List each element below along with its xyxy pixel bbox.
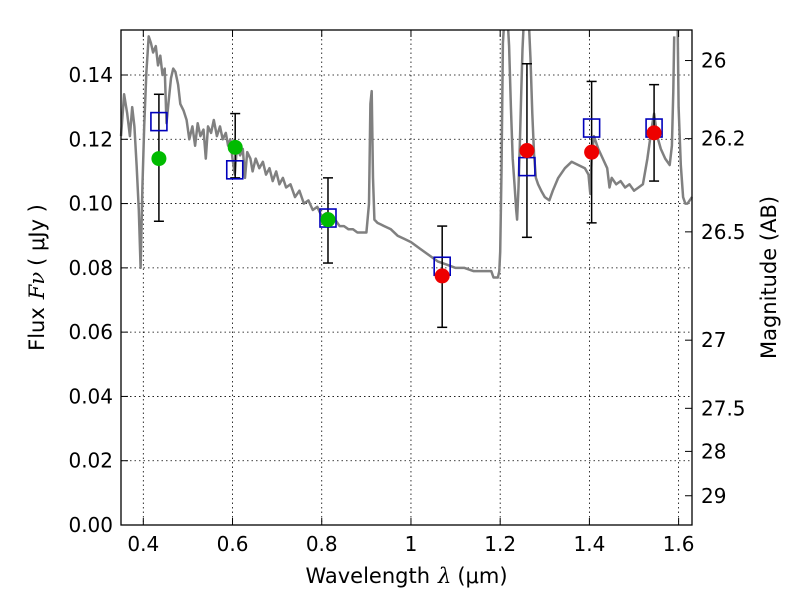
error-bars xyxy=(153,63,660,329)
data-point xyxy=(320,212,336,228)
spectrum-segment xyxy=(676,29,694,205)
grid xyxy=(121,30,692,526)
x-tick-label: 0.8 xyxy=(306,532,338,556)
spectrum-segment xyxy=(119,29,505,279)
x-tick-label: 1.4 xyxy=(573,532,605,556)
y-axis-label: FluxFν( μJy ) xyxy=(25,204,49,351)
data-point xyxy=(151,151,167,167)
y-tick-label: 0.06 xyxy=(68,320,113,344)
plot-frame xyxy=(120,29,693,526)
data-point xyxy=(584,144,600,160)
x-tick-label: 1.2 xyxy=(484,532,516,556)
data-point xyxy=(646,125,662,141)
data-markers xyxy=(150,111,663,284)
right-tick-label: 28 xyxy=(701,439,726,463)
data-point xyxy=(227,139,243,155)
right-tick-label: 26 xyxy=(701,49,726,73)
right-tick-label: 27.5 xyxy=(701,396,746,420)
model-square-marker xyxy=(582,118,601,138)
right-tick-label: 27 xyxy=(701,328,726,352)
x-tick-label: 0.4 xyxy=(127,532,159,556)
y-tick-label: 0.04 xyxy=(68,384,113,408)
model-spectrum xyxy=(119,29,694,279)
x-tick-label: 1 xyxy=(405,532,418,556)
model-square-marker xyxy=(225,160,244,180)
data-point xyxy=(519,143,535,159)
right-tick-label: 29 xyxy=(701,484,726,508)
y-tick-label: 0.14 xyxy=(68,63,113,87)
spectrum-segment xyxy=(527,29,676,202)
y-tick-label: 0.00 xyxy=(68,513,113,537)
x-tick-label: 0.6 xyxy=(217,532,249,556)
y-tick-label: 0.10 xyxy=(68,192,113,216)
model-square-marker xyxy=(150,111,168,132)
right-axis-label: Magnitude (AB) xyxy=(757,196,781,359)
y-tick-label: 0.12 xyxy=(68,127,113,151)
spectrum-segment xyxy=(506,29,525,221)
right-tick-label: 26.2 xyxy=(701,127,746,151)
x-axis-label: Wavelength λ (μm) xyxy=(305,564,507,588)
right-tick-label: 26.5 xyxy=(701,220,746,244)
x-tick-label: 1.6 xyxy=(663,532,695,556)
y-tick-label: 0.02 xyxy=(68,449,113,473)
axis-ticks: 0.4 0.6 0.8 1 1.2 1.4 1.6 0.00 0.02 0.04 0.06 0.08 0… xyxy=(68,30,746,556)
y-tick-label: 0.08 xyxy=(68,256,113,280)
data-point xyxy=(434,268,450,284)
